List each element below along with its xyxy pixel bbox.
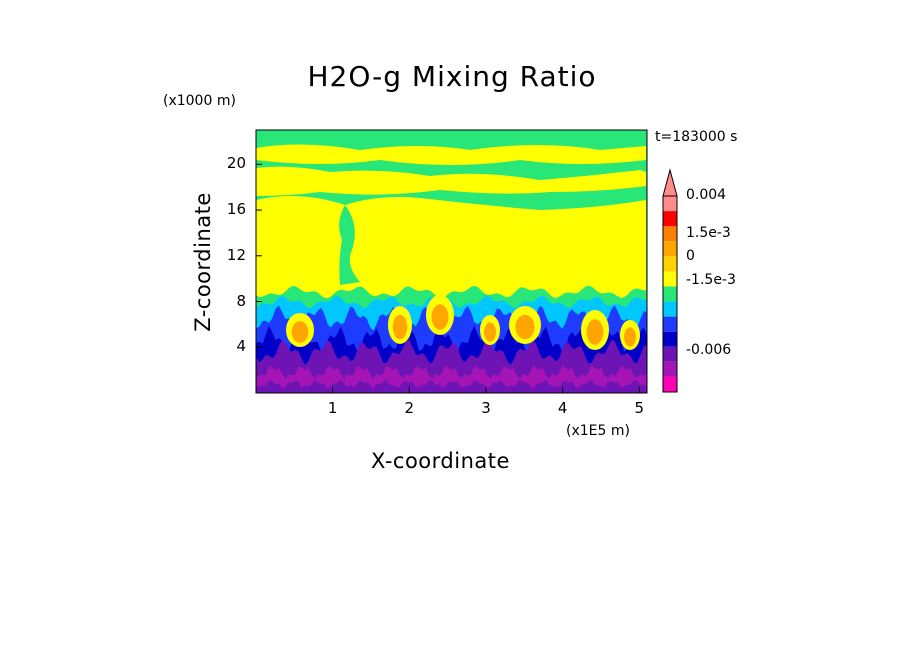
region-purple-base xyxy=(256,379,647,393)
colorbar-bin xyxy=(663,256,677,272)
plume-core xyxy=(431,304,449,330)
plume-core xyxy=(515,314,535,340)
region-mid-yellow xyxy=(256,196,646,300)
colorbar-label: 0 xyxy=(686,248,695,264)
colorbar-bin xyxy=(663,346,677,362)
plot-frame xyxy=(255,129,648,394)
plume-core xyxy=(624,327,636,347)
colorbar-bin xyxy=(663,361,677,377)
colorbar-bin xyxy=(663,331,677,347)
colorbar-label: -1.5e-3 xyxy=(686,272,736,288)
chart-title: H2O-g Mixing Ratio xyxy=(307,60,597,93)
plume-core xyxy=(392,314,408,340)
plume-core xyxy=(291,321,309,343)
y-axis-label: Z-coordinate xyxy=(191,192,215,332)
colorbar-bin xyxy=(663,196,677,212)
x-axis-ticks xyxy=(332,387,640,393)
colorbar-label: 1.5e-3 xyxy=(686,225,731,241)
x-tick-label: 4 xyxy=(557,399,568,417)
x-tick-label: 3 xyxy=(481,399,491,417)
region-green-plume xyxy=(339,205,360,285)
plume-core xyxy=(484,322,496,342)
y-tick-label: 12 xyxy=(226,245,246,264)
colorbar-bin xyxy=(663,241,677,257)
colorbar-label: -0.006 xyxy=(686,342,732,358)
colorbar-bin xyxy=(663,211,677,227)
colorbar-bin xyxy=(663,316,677,332)
y-tick-label: 4 xyxy=(236,337,246,356)
y-tick-label: 20 xyxy=(226,154,246,173)
colorbar xyxy=(662,168,678,393)
x-tick-label: 1 xyxy=(327,399,338,417)
colorbar-extend-arrow xyxy=(662,168,678,197)
x-tick-label: 5 xyxy=(634,399,645,417)
region-top-streak xyxy=(256,144,646,165)
x-axis-label: X-coordinate xyxy=(371,449,510,473)
y-tick-label: 16 xyxy=(226,200,246,219)
y-axis-unit: (x1000 m) xyxy=(163,93,236,109)
colorbar-bin xyxy=(663,286,677,302)
colorbar-label: 0.004 xyxy=(686,187,727,203)
colorbar-bin xyxy=(663,226,677,242)
colorbar-bin xyxy=(663,301,677,317)
time-label: t=183000 s xyxy=(655,129,738,145)
plume-core xyxy=(586,319,604,345)
x-tick-label: 2 xyxy=(404,399,415,417)
x-axis-unit: (x1E5 m) xyxy=(566,423,630,439)
colorbar-bin xyxy=(663,376,677,392)
colorbar-bin xyxy=(663,271,677,287)
y-tick-label: 8 xyxy=(236,291,246,310)
colorbar-frame xyxy=(662,195,678,393)
y-axis-ticks xyxy=(256,163,262,348)
heatmap-field xyxy=(256,130,647,393)
region-upper-streak xyxy=(256,166,646,196)
